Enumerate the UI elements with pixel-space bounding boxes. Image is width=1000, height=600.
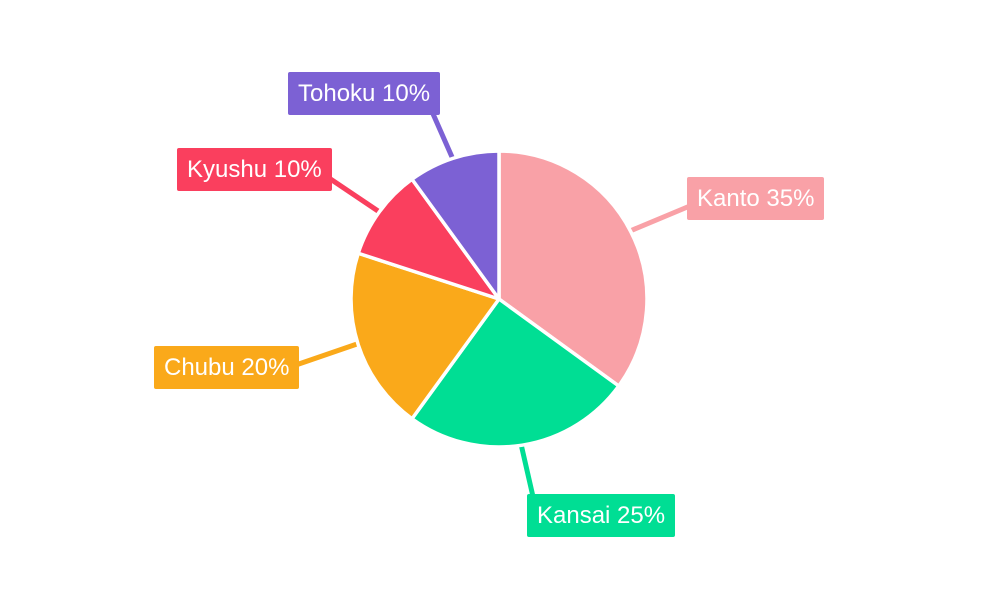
pie-slice-kyushu[interactable] — [356, 177, 501, 301]
leader-line-kansai — [518, 441, 537, 504]
pie-slice-kansai[interactable] — [410, 297, 621, 449]
leader-line-kyushu — [320, 171, 381, 214]
pie-slice-kanto[interactable] — [497, 149, 649, 388]
leader-line-kanto — [627, 200, 700, 234]
leader-line-chubu — [290, 341, 360, 369]
leader-line-tohoku — [427, 104, 455, 160]
pie-slice-tohoku[interactable] — [410, 149, 501, 301]
pie-slice-chubu[interactable] — [349, 251, 501, 421]
